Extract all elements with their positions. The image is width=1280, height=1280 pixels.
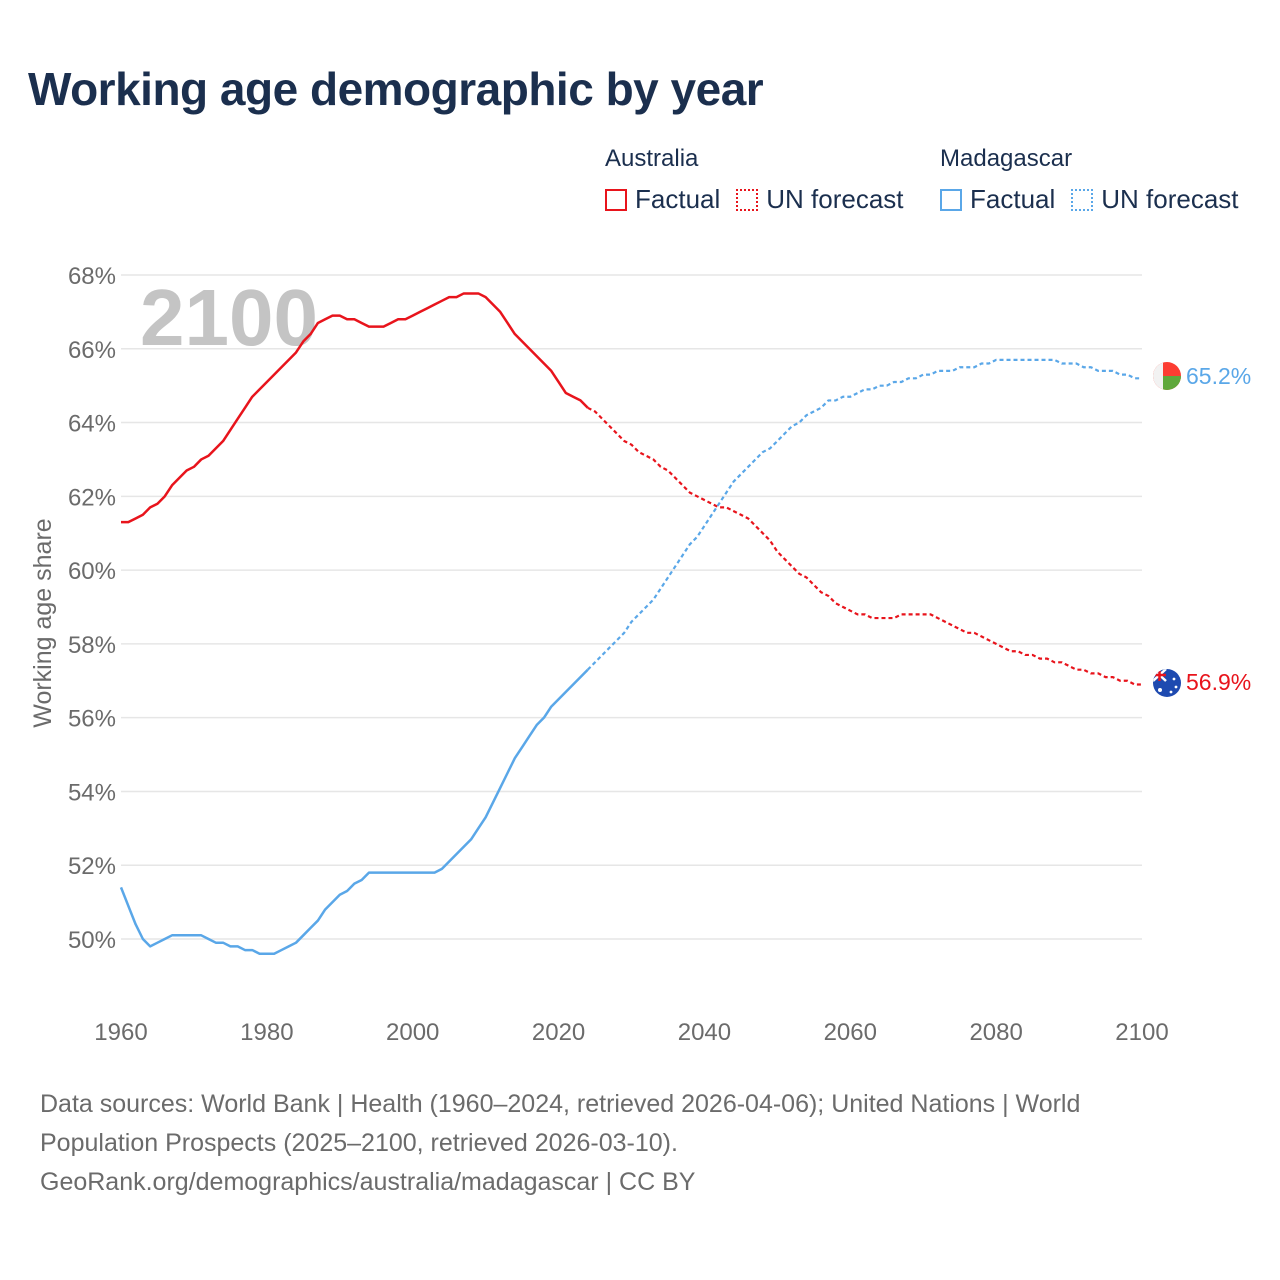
legend-group-name: Australia: [605, 145, 699, 172]
y-tick-label: 62%: [68, 484, 116, 511]
x-tick-label: 2080: [969, 1019, 1022, 1046]
x-tick-label: 1980: [240, 1019, 293, 1046]
y-tick-label: 64%: [68, 411, 116, 438]
y-tick-label: 50%: [68, 927, 116, 954]
x-tick-label: 2020: [532, 1019, 585, 1046]
y-tick-label: 68%: [68, 263, 116, 290]
y-tick-label: 66%: [68, 337, 116, 364]
footer-sources: Data sources: World Bank | Health (1960–…: [40, 1085, 1240, 1202]
madagascar-flag-icon: [1153, 362, 1181, 390]
legend-swatch-solid: [940, 188, 962, 211]
x-tick-label: 1960: [94, 1019, 147, 1046]
y-tick-label: 54%: [68, 779, 116, 806]
line-chart: 50% 52% 54% 56% 58% 60% 62% 64% 66% 68% 1960 1980 2…: [29, 263, 1251, 1046]
legend-madagascar-forecast[interactable]: UN forecast: [1071, 184, 1239, 215]
australia-flag-icon: [1153, 669, 1181, 697]
australia-end-label: 56.9%: [1186, 669, 1251, 695]
y-axis-label: Working age share: [29, 518, 57, 727]
y-tick-label: 60%: [68, 558, 116, 585]
madagascar-factual-line[interactable]: [119, 668, 589, 956]
x-tick-label: 2100: [1115, 1019, 1168, 1046]
x-tick-label: 2040: [678, 1019, 731, 1046]
legend-group-australia: Australia Factual UN forecast: [605, 142, 904, 215]
legend-australia-forecast[interactable]: UN forecast: [736, 184, 904, 215]
y-tick-label: 52%: [68, 853, 116, 880]
legend-swatch-dotted: [1071, 188, 1094, 211]
x-tick-label: 2000: [386, 1019, 439, 1046]
legend-australia-factual[interactable]: Factual: [605, 184, 720, 215]
x-tick-label: 2060: [824, 1019, 877, 1046]
footer-line-2: Population Prospects (2025–2100, retriev…: [40, 1129, 678, 1157]
legend-label: UN forecast: [766, 184, 904, 214]
footer-line-1: Data sources: World Bank | Health (1960–…: [40, 1090, 1081, 1118]
chart-title: Working age demographic by year: [28, 63, 764, 115]
year-watermark: 2100: [140, 273, 318, 362]
footer-line-3[interactable]: GeoRank.org/demographics/australia/madag…: [40, 1168, 696, 1196]
legend-label: UN forecast: [1101, 184, 1239, 214]
y-tick-label: 58%: [68, 632, 116, 659]
legend-group-madagascar: Madagascar Factual UN forecast: [940, 142, 1239, 215]
legend-label: Factual: [635, 184, 721, 214]
legend-group-name: Madagascar: [940, 145, 1073, 172]
madagascar-end-label: 65.2%: [1186, 363, 1251, 389]
legend-label: Factual: [970, 184, 1056, 214]
australia-factual-line[interactable]: [121, 292, 589, 524]
legend-madagascar-factual[interactable]: Factual: [940, 184, 1055, 215]
australia-forecast-line[interactable]: [587, 406, 1142, 686]
y-tick-label: 56%: [68, 706, 116, 733]
madagascar-forecast-line[interactable]: [586, 358, 1142, 671]
legend-swatch-dotted: [736, 188, 759, 211]
legend-swatch-solid: [605, 188, 627, 211]
